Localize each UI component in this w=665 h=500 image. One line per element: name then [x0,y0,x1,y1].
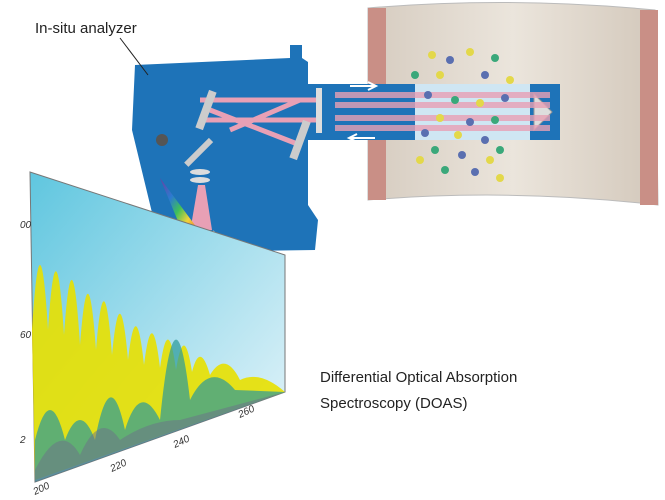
leader-line [119,37,149,76]
gas-particles [411,48,514,182]
y-label: 60 [20,330,32,341]
analyzer [132,45,322,252]
x-label: 220 [108,458,129,476]
caption: Differential Optical Absorption [320,369,517,386]
x-label: 200 [31,481,52,499]
analyzer-label: In-situ analyzer [35,20,137,37]
y-label: 2 [19,435,26,446]
x-label: 240 [171,434,192,452]
y-label: 00 [20,220,32,231]
spectrum-panel [29,171,286,483]
caption: Spectroscopy (DOAS) [320,395,468,412]
probe [300,81,560,143]
